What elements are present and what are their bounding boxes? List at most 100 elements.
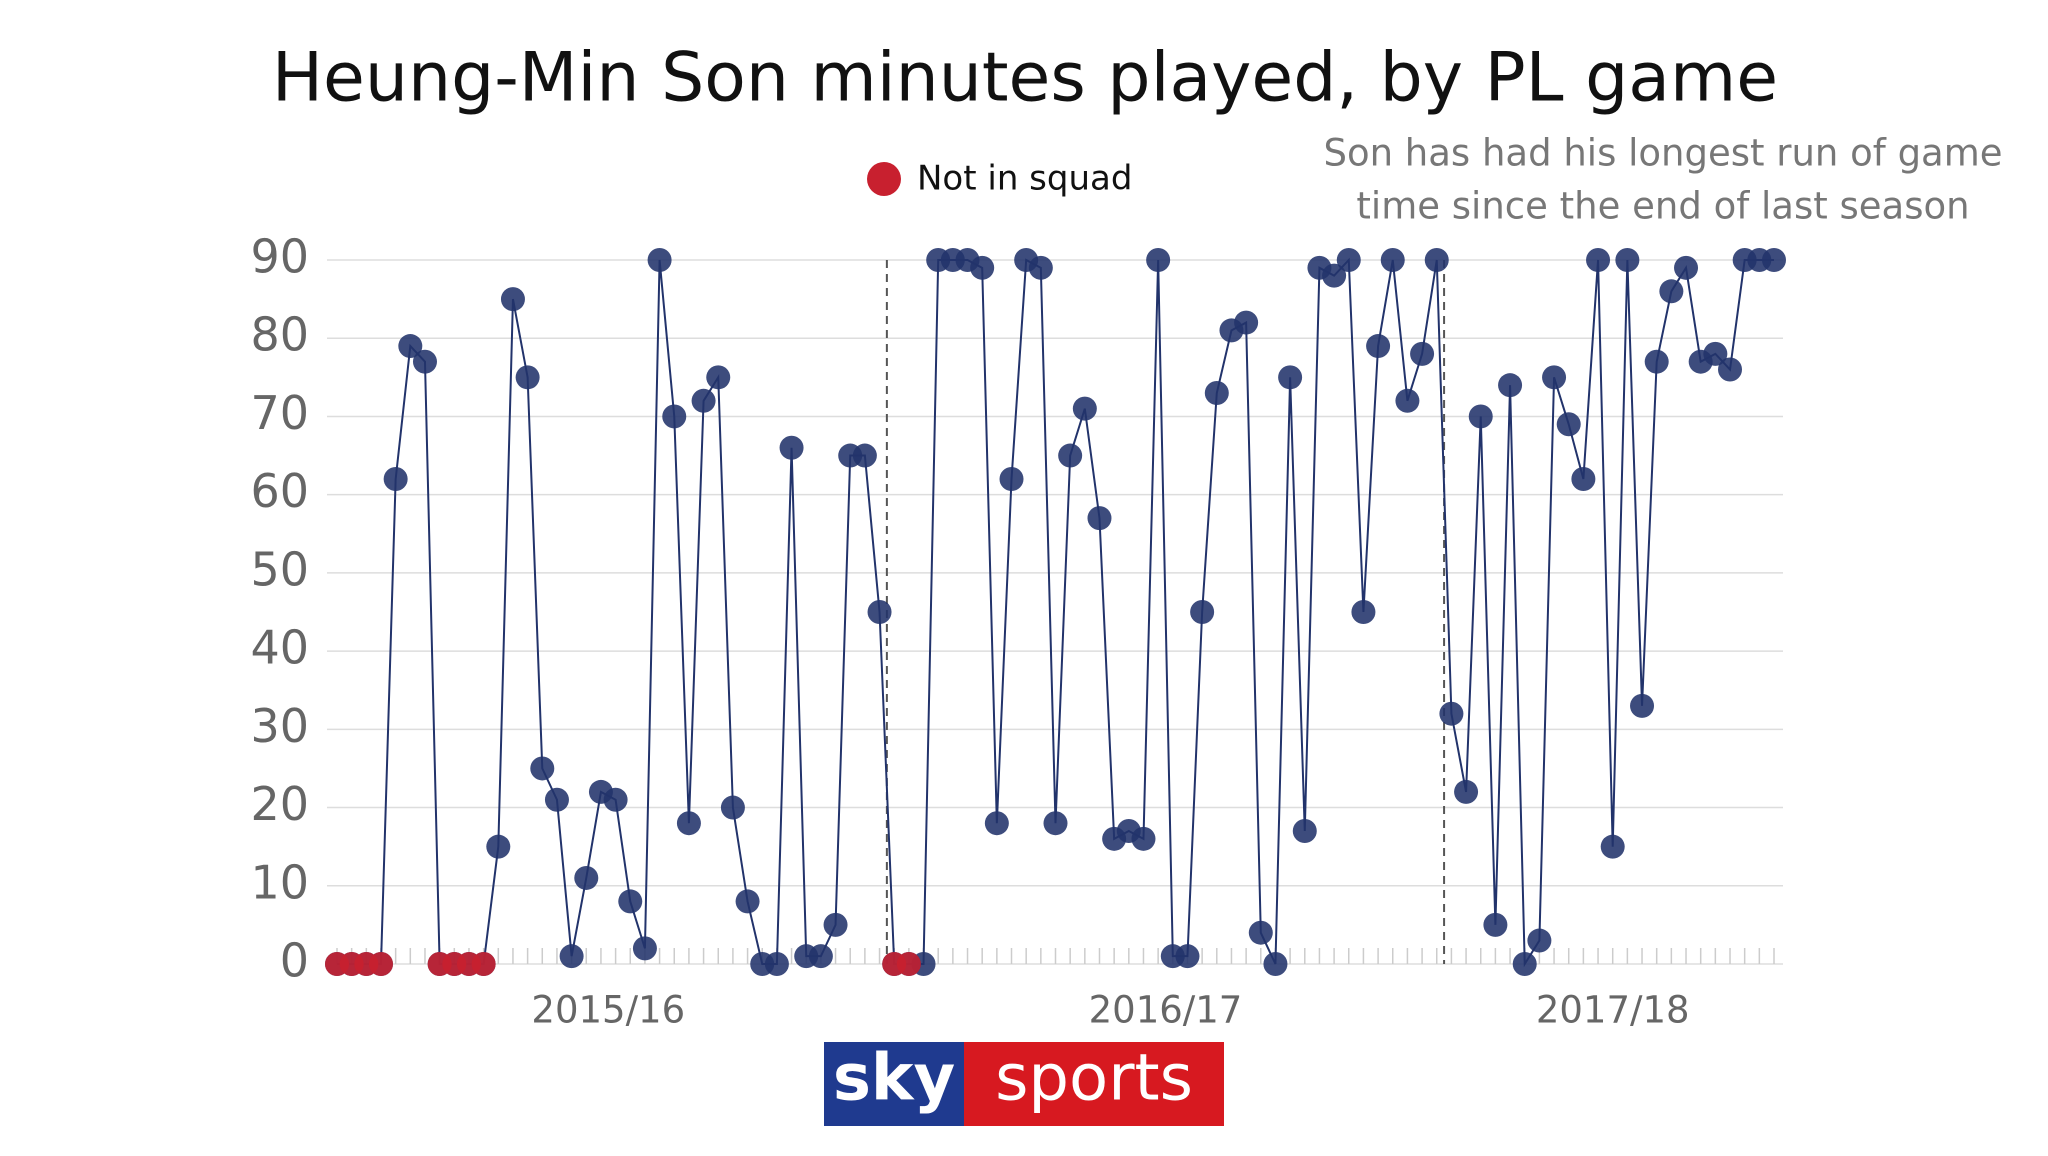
marker: [970, 255, 995, 280]
logo-text: sky: [833, 1042, 955, 1116]
marker: [1600, 834, 1625, 859]
chart-title: Heung-Min Son minutes played, by PL game: [272, 39, 1778, 118]
marker: [1762, 248, 1786, 272]
marker: [1146, 248, 1171, 272]
marker: [808, 944, 833, 969]
marker: [823, 912, 848, 937]
marker: [779, 435, 804, 460]
marker: [1703, 341, 1728, 366]
marker: [1498, 373, 1523, 398]
marker: [1072, 396, 1097, 421]
marker: [676, 811, 701, 836]
marker: [1028, 255, 1053, 280]
marker: [1644, 349, 1669, 374]
marker: [1263, 952, 1288, 976]
marker: [706, 365, 731, 390]
y-tick-label: 90: [250, 230, 309, 284]
y-tick-label: 50: [250, 542, 309, 596]
y-tick-label: 60: [250, 464, 309, 518]
marker: [647, 248, 672, 272]
marker: [1234, 310, 1259, 335]
y-tick-label: 20: [250, 777, 309, 831]
marker: [1336, 248, 1361, 272]
marker: [574, 865, 599, 890]
marker: [1512, 952, 1537, 976]
marker: [1468, 404, 1493, 429]
marker: [1586, 248, 1611, 272]
marker: [618, 889, 643, 914]
marker: [1043, 811, 1068, 836]
marker: [1395, 388, 1420, 413]
marker: [1131, 826, 1156, 851]
annotation: time since the end of last season: [1356, 185, 1969, 228]
marker: [1630, 693, 1655, 718]
logo-left-box: [824, 1042, 964, 1126]
marker: [632, 936, 657, 961]
season-label: 2015/16: [531, 989, 685, 1032]
marker: [1322, 263, 1347, 288]
y-tick-label: 70: [250, 386, 309, 440]
marker: [1087, 506, 1112, 531]
marker: [1366, 334, 1391, 359]
marker: [999, 467, 1024, 492]
annotation: Son has had his longest run of game: [1323, 132, 2002, 175]
marker: [500, 287, 525, 312]
marker: [1424, 248, 1449, 272]
marker: [412, 349, 437, 374]
season-label: 2016/17: [1089, 989, 1243, 1032]
marker: [1292, 819, 1317, 844]
marker: [515, 365, 540, 390]
marker: [1674, 255, 1699, 280]
marker: [1454, 779, 1479, 804]
marker: [1556, 412, 1581, 437]
season-label: 2017/18: [1536, 989, 1690, 1032]
marker: [383, 467, 408, 492]
legend-marker: [867, 162, 901, 196]
marker: [852, 443, 877, 468]
marker: [867, 600, 892, 624]
marker: [1380, 248, 1405, 272]
marker: [368, 952, 393, 976]
logo: sky sports: [824, 1042, 1224, 1126]
marker: [735, 889, 760, 914]
marker: [1351, 600, 1376, 624]
marker: [691, 388, 716, 413]
marker: [1571, 467, 1596, 492]
marker: [984, 811, 1009, 836]
marker: [1542, 365, 1567, 390]
y-tick-label: 30: [250, 699, 309, 753]
logo-text: sports: [995, 1042, 1193, 1116]
marker: [1410, 341, 1435, 366]
marker: [1439, 701, 1464, 726]
marker: [530, 756, 555, 781]
marker: [1248, 920, 1273, 945]
marker: [398, 334, 423, 359]
marker: [1615, 248, 1640, 272]
y-tick-label: 80: [250, 308, 309, 362]
marker: [544, 787, 569, 812]
marker: [1483, 912, 1508, 937]
marker: [1175, 944, 1200, 969]
y-tick-label: 0: [280, 934, 309, 988]
logo-right-box: [964, 1042, 1224, 1126]
legend-label: Not in squad: [917, 159, 1132, 199]
marker: [471, 952, 496, 976]
marker: [662, 404, 687, 429]
marker: [1278, 365, 1303, 390]
marker: [764, 952, 789, 976]
marker: [603, 787, 628, 812]
marker: [1718, 357, 1743, 382]
marker: [720, 795, 745, 820]
marker: [1659, 279, 1684, 304]
marker: [1058, 443, 1083, 468]
marker: [1204, 380, 1229, 405]
series-line: [337, 257, 1774, 968]
y-tick-label: 40: [250, 621, 309, 675]
marker: [1527, 928, 1552, 953]
marker: [896, 952, 921, 976]
marker: [486, 834, 511, 859]
marker: [1190, 600, 1215, 624]
y-tick-label: 10: [250, 855, 309, 909]
